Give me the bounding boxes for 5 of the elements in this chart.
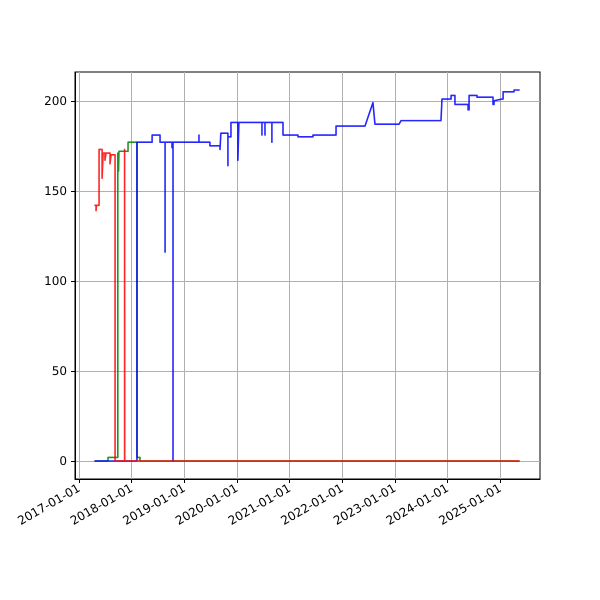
y-tick-label: 50 <box>52 364 67 378</box>
y-tick-label: 100 <box>44 274 67 288</box>
y-tick-label: 200 <box>44 94 67 108</box>
y-tick-label: 0 <box>59 454 67 468</box>
y-tick-label: 150 <box>44 184 67 198</box>
